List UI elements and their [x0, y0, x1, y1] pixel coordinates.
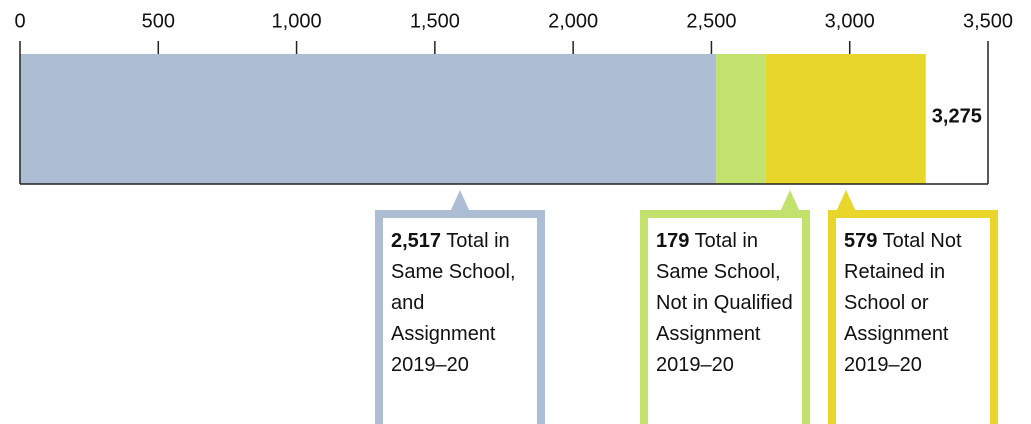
callout-text: Total in Same School, and Assignment 201… — [391, 230, 516, 376]
x-tick-label: 1,500 — [410, 10, 460, 32]
x-tick-label: 500 — [142, 10, 175, 32]
x-tick-label: 2,000 — [548, 10, 598, 32]
total-label: 3,275 — [932, 105, 982, 127]
callout: 2,517 Total in Same School, and Assignme… — [375, 210, 545, 424]
callout-value: 579 — [844, 230, 878, 252]
callout-text: Total in Same School, Not in Qualified A… — [656, 230, 793, 376]
callout-pointer — [780, 190, 800, 212]
bar-segment — [20, 54, 717, 184]
callout: 579 Total Not Retained in School or Assi… — [828, 210, 998, 424]
x-tick-label: 2,500 — [686, 10, 736, 32]
callout-pointer — [836, 190, 856, 212]
callout: 179 Total in Same School, Not in Qualifi… — [640, 210, 810, 424]
callout-value: 2,517 — [391, 230, 442, 252]
x-tick-label: 3,000 — [825, 10, 875, 32]
callout-text: Total Not Retained in School or Assignme… — [844, 230, 962, 376]
x-tick-label: 1,000 — [272, 10, 322, 32]
callout-value: 179 — [656, 230, 690, 252]
x-tick-label: 0 — [14, 10, 25, 32]
bar-segment — [765, 54, 926, 184]
x-tick-label: 3,500 — [963, 10, 1013, 32]
bar-segment — [716, 54, 766, 184]
callout-pointer — [450, 190, 470, 212]
